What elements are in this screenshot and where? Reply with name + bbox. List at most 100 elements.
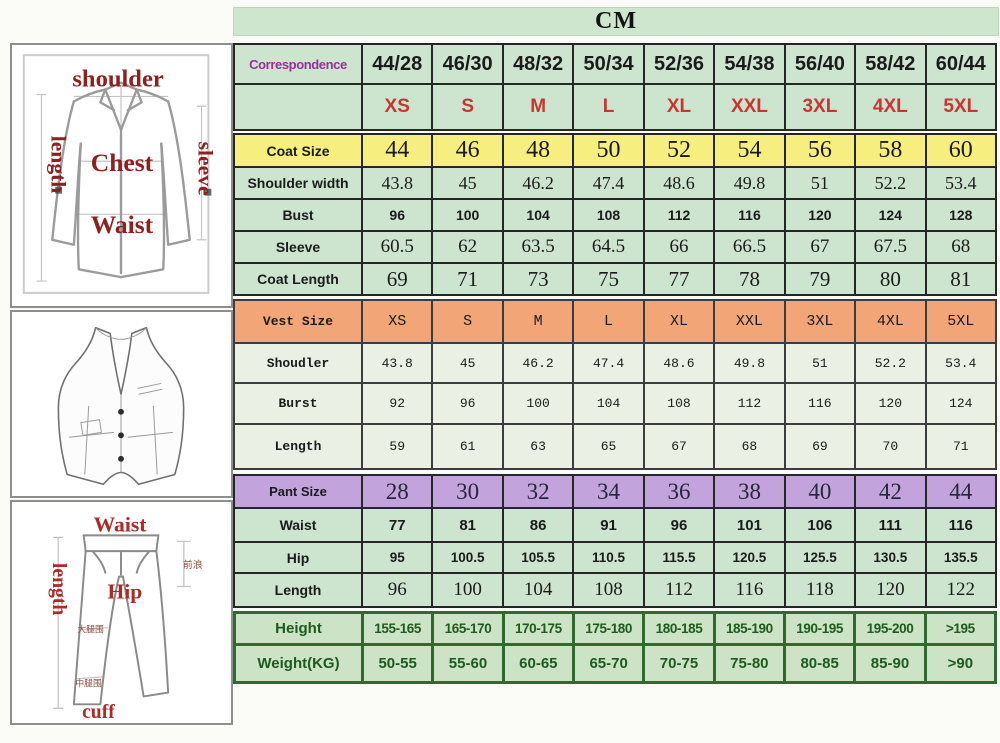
table-cell: 100 (431, 572, 502, 606)
table-cell: 40 (783, 474, 855, 507)
table-cell: 52.2 (854, 166, 925, 198)
table-cell: 68 (713, 423, 784, 468)
table-cell: 65-70 (572, 643, 643, 681)
row-label: Correspondence (233, 43, 361, 83)
table-row: Height 155-165 165-170 170-175 175-180 180-18… (233, 611, 994, 643)
row-label: Height (233, 611, 361, 643)
table-cell: 49.8 (713, 342, 784, 382)
table-cell: 66.5 (713, 230, 784, 262)
table-cell: 43.8 (361, 342, 432, 382)
table-cell: XL (642, 299, 714, 342)
table-cell: 95 (361, 541, 432, 572)
table-cell: 112 (642, 572, 714, 606)
table-cell: 100.5 (431, 541, 502, 572)
table-cell: 46.2 (501, 166, 573, 198)
table-cell: 50/34 (572, 43, 643, 83)
table-cell: 66 (642, 230, 714, 262)
table-cell: 100 (501, 382, 573, 423)
cm-title: CM (595, 8, 637, 34)
table-cell: 4XL (854, 83, 925, 129)
table-cell: 50-55 (361, 643, 432, 681)
table-cell: 56/40 (783, 43, 855, 83)
table-cell: 67 (642, 423, 714, 468)
length-label: length (46, 136, 70, 194)
table-cell: XXL (713, 299, 784, 342)
table-cell: 60 (924, 133, 995, 166)
table-cell: 60/44 (924, 43, 995, 83)
table-cell: 47.4 (572, 166, 643, 198)
waist-label: Waist (91, 210, 154, 239)
table-row: Length 96 100 104 108 112 116 118 120 122 (233, 572, 995, 606)
jacket-sketch: shoulder length sleeve Chest Waist (22, 54, 218, 294)
table-cell: XXL (713, 83, 784, 129)
table-cell: 120 (854, 382, 925, 423)
table-cell: 48.6 (642, 166, 714, 198)
pants-sketch: Waist length Hip cuff 前浪 大腿围 中腿围 (48, 512, 202, 723)
table-cell: 67 (783, 230, 855, 262)
table-cell: 62 (431, 230, 502, 262)
table-cell: 111 (854, 507, 925, 541)
table-cell: 59 (361, 423, 432, 468)
table-row: Bust 96 100 104 108 112 116 120 124 128 (233, 198, 995, 230)
table-cell: 70-75 (642, 643, 713, 681)
table-cell: 52 (642, 133, 714, 166)
table-cell: 44 (924, 474, 995, 507)
table-cell: 56 (783, 133, 855, 166)
vest-sketch (57, 326, 185, 486)
table-cell: 65 (572, 423, 643, 468)
table-cell: 108 (642, 382, 714, 423)
table-cell: 185-190 (712, 611, 783, 643)
table-cell: 46 (431, 133, 502, 166)
pants-outline (72, 534, 170, 706)
table-cell: 52.2 (854, 342, 925, 382)
hip-label: Hip (108, 579, 143, 603)
table-cell: S (431, 299, 502, 342)
table-cell: 44/28 (361, 43, 432, 83)
row-label: Weight(KG) (233, 643, 361, 681)
table-cell: 78 (713, 262, 784, 294)
table-cell: 75-80 (712, 643, 783, 681)
table-cell: 77 (361, 507, 432, 541)
table-cell: 108 (572, 198, 643, 230)
table-cell: 64.5 (572, 230, 643, 262)
table-cell: 71 (431, 262, 502, 294)
table-cell: 112 (642, 198, 714, 230)
table-section-vest: Vest Size XS S M L XL XXL 3XL 4XL 5XL Shoudler 43.8… (233, 299, 997, 470)
table-cell: XS (361, 83, 432, 129)
table-cell: 96 (361, 572, 432, 606)
table-cell: 100 (431, 198, 502, 230)
vest-figure (10, 310, 233, 498)
table-cell: 120 (783, 198, 855, 230)
table-cell: 44 (361, 133, 432, 166)
row-label: Waist (233, 507, 361, 541)
table-cell: S (431, 83, 502, 129)
table-cell: 118 (783, 572, 855, 606)
table-cell: 104 (501, 572, 573, 606)
table-cell: 63 (501, 423, 573, 468)
table-cell: 80-85 (783, 643, 854, 681)
table-cell: 51 (783, 166, 855, 198)
table-cell: 120.5 (713, 541, 784, 572)
table-cell: 5XL (924, 299, 995, 342)
table-cell: 48/32 (501, 43, 573, 83)
table-cell: 49.8 (713, 166, 784, 198)
table-cell: 104 (501, 198, 573, 230)
row-label: Coat Size (233, 133, 361, 166)
table-cell: >90 (923, 643, 994, 681)
row-label: Pant Size (233, 474, 361, 507)
table-cell: 61 (431, 423, 502, 468)
table-cell: 68 (924, 230, 995, 262)
table-cell: 58 (854, 133, 925, 166)
table-section-coat: Coat Size 44 46 48 50 52 54 56 58 60 Shoulder widt… (233, 133, 997, 296)
table-cell: 60-65 (501, 643, 572, 681)
table-cell: 122 (924, 572, 995, 606)
table-cell: 92 (361, 382, 432, 423)
table-cell: 47.4 (572, 342, 643, 382)
table-cell: 165-170 (431, 611, 502, 643)
table-cell: 124 (854, 198, 925, 230)
table-cell: M (501, 83, 573, 129)
table-cell: 46/30 (431, 43, 502, 83)
tick-mark (55, 186, 212, 196)
table-cell: 69 (783, 423, 855, 468)
table-cell: 5XL (924, 83, 995, 129)
